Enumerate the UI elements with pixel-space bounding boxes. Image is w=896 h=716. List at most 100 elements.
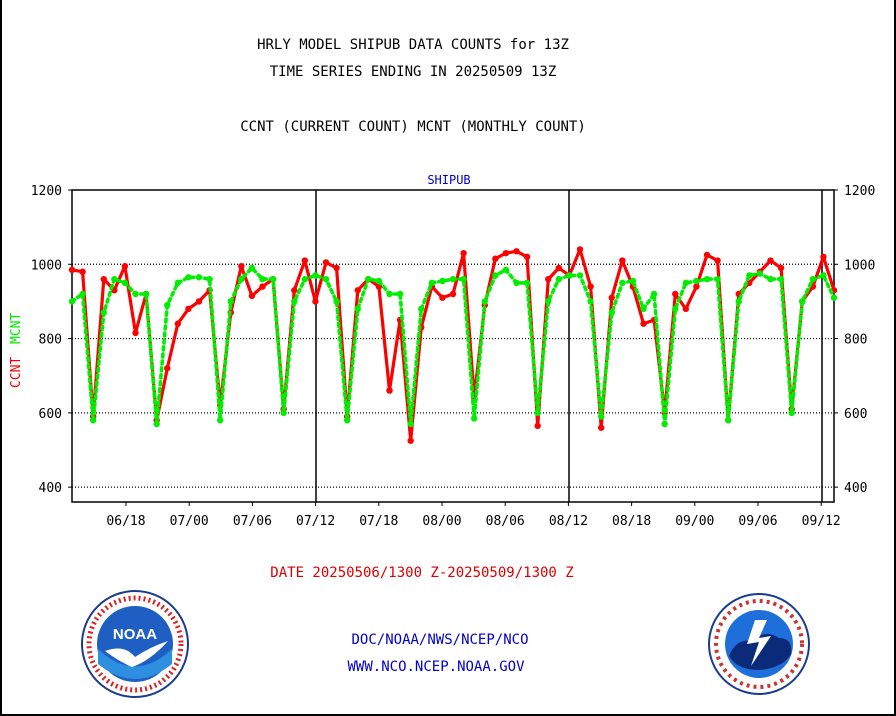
data-point-ccnt [460, 249, 467, 257]
data-point-ccnt [492, 255, 499, 262]
data-point-mcnt [566, 272, 573, 279]
x-tick-label: 06/18 [106, 514, 145, 529]
data-point-mcnt [164, 301, 171, 309]
data-point-mcnt [682, 279, 690, 287]
data-point-mcnt [365, 275, 372, 283]
data-point-mcnt [693, 277, 700, 285]
y-tick-label-left: 1000 [31, 258, 62, 273]
data-point-ccnt [597, 424, 605, 431]
data-point-mcnt [407, 420, 414, 428]
data-point-mcnt [714, 275, 721, 283]
data-point-ccnt [608, 294, 615, 301]
data-point-ccnt [238, 262, 245, 270]
y-tick-label-right: 1000 [844, 258, 875, 273]
data-point-mcnt [767, 275, 774, 283]
data-point-mcnt [132, 290, 139, 298]
data-point-mcnt [513, 279, 520, 287]
y-tick-label-right: 800 [844, 333, 867, 348]
header-legend-description: CCNT (CURRENT COUNT) MCNT (MONTHLY COUNT… [240, 119, 586, 135]
data-point-mcnt [735, 298, 742, 305]
data-point-mcnt [777, 275, 785, 283]
svg-text:NOAA: NOAA [113, 626, 157, 643]
data-point-mcnt [703, 275, 711, 283]
y-axis-label-ccnt: CCNT [9, 357, 24, 388]
data-point-mcnt [185, 274, 192, 281]
data-point-mcnt [449, 275, 457, 283]
data-point-ccnt [502, 249, 510, 257]
data-point-mcnt [375, 277, 383, 285]
data-point-mcnt [809, 275, 817, 283]
y-tick-label-left: 400 [39, 481, 62, 496]
data-point-ccnt [121, 262, 129, 270]
x-tick-label: 09/06 [738, 514, 777, 529]
data-point-mcnt [640, 305, 647, 313]
data-point-mcnt [672, 305, 679, 313]
x-tick-label: 07/18 [359, 514, 398, 529]
data-point-mcnt [661, 420, 668, 428]
y-tick-label-left: 1200 [31, 184, 62, 199]
data-point-ccnt [703, 251, 711, 259]
data-point-ccnt [777, 264, 785, 272]
data-point-mcnt [439, 277, 446, 285]
data-point-ccnt [407, 437, 414, 444]
data-point-ccnt [132, 329, 139, 337]
data-point-ccnt [682, 305, 690, 313]
data-point-mcnt [100, 309, 107, 316]
data-point-ccnt [820, 253, 827, 261]
national-weather-service-logo [708, 593, 810, 695]
data-point-mcnt [830, 294, 838, 301]
data-point-mcnt [650, 290, 658, 298]
data-point-mcnt [428, 279, 436, 287]
frame-left [0, 0, 2, 716]
data-point-mcnt [195, 274, 203, 281]
data-point-ccnt [672, 290, 679, 298]
data-point-mcnt [206, 275, 213, 283]
x-tick-label: 08/00 [422, 514, 461, 529]
data-point-ccnt [714, 257, 721, 264]
data-point-ccnt [291, 287, 298, 294]
x-tick-label: 08/06 [486, 514, 525, 529]
data-point-mcnt [291, 298, 298, 305]
org-path: DOC/NOAA/NWS/NCEP/NCO [351, 632, 529, 648]
data-point-mcnt [354, 305, 361, 313]
data-point-ccnt [195, 298, 203, 305]
y-tick-label-left: 800 [39, 333, 62, 348]
data-point-mcnt [174, 279, 182, 287]
x-tick-label: 09/12 [802, 514, 841, 529]
data-point-mcnt [269, 275, 277, 283]
x-tick-label: 07/00 [170, 514, 209, 529]
data-point-ccnt [259, 283, 266, 290]
data-point-mcnt [555, 275, 563, 283]
data-point-ccnt [513, 248, 520, 255]
x-tick-label: 08/12 [549, 514, 588, 529]
data-point-mcnt [545, 298, 552, 305]
data-point-mcnt [142, 290, 150, 298]
data-point-ccnt [100, 275, 107, 283]
data-point-mcnt [534, 409, 541, 417]
data-point-mcnt [746, 272, 753, 279]
data-point-mcnt [502, 266, 510, 274]
data-point-mcnt [79, 290, 86, 298]
data-point-ccnt [312, 298, 319, 305]
data-point-mcnt [460, 275, 467, 283]
data-point-mcnt [820, 272, 827, 279]
data-point-mcnt [312, 272, 319, 279]
frame-right [894, 0, 896, 716]
data-point-ccnt [587, 283, 594, 290]
data-point-ccnt [185, 305, 192, 313]
data-point-mcnt [111, 275, 118, 283]
data-point-mcnt [788, 409, 795, 417]
header-subtitle: TIME SERIES ENDING IN 20250509 13Z [269, 64, 557, 80]
data-point-mcnt [587, 298, 594, 305]
plot-frame [71, 189, 835, 503]
data-point-ccnt [545, 275, 552, 283]
x-tick-label: 08/18 [612, 514, 651, 529]
data-point-mcnt [470, 415, 478, 422]
data-point-ccnt [523, 253, 531, 261]
data-point-mcnt [619, 279, 626, 287]
data-point-mcnt [576, 272, 584, 279]
data-point-mcnt [629, 277, 637, 285]
data-point-mcnt [121, 279, 129, 287]
data-point-mcnt [386, 290, 393, 298]
